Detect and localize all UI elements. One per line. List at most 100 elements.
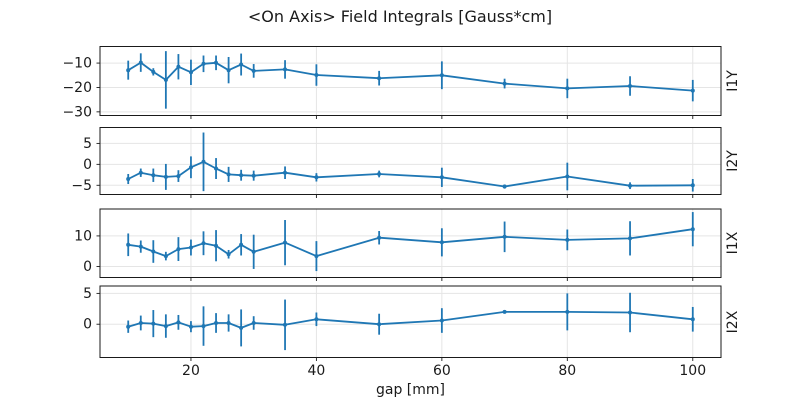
y-tick-label: 0 [83,317,92,333]
data-point [163,254,168,259]
x-tick-label: 100 [679,363,706,379]
data-point [502,184,507,189]
y-tick-label: 10 [74,228,92,244]
data-point [226,172,231,177]
data-line [127,310,694,329]
data-point [163,174,168,179]
data-point [214,166,218,171]
y-tick-label: −30 [62,104,92,120]
data-point [251,68,256,73]
data-point [214,60,218,65]
series-label-i1y: I1Y [725,70,741,92]
data-point [439,240,444,245]
data-line [127,228,694,258]
data-point [214,321,218,325]
axes-frame [99,46,722,116]
data-point [565,237,570,242]
data-point [226,68,231,73]
data-point [377,322,382,327]
x-tick-label: 60 [433,363,451,379]
data-point [226,252,231,257]
x-tick-label: 80 [558,363,576,379]
data-point [439,73,444,78]
data-point [201,61,206,66]
data-point [502,81,507,86]
data-point [239,242,244,247]
data-point [138,170,143,175]
data-point [314,317,319,322]
axes-frame [99,208,722,278]
data-point [628,310,632,315]
data-point [201,159,206,164]
data-point [189,245,193,250]
data-point [138,321,143,325]
y-tick-label: 0 [83,157,92,173]
y-tick-label: −10 [62,56,92,72]
data-point [690,227,695,232]
subplot-i1x: 10 0 [74,208,722,281]
data-point [565,309,570,314]
data-point [226,321,231,325]
data-line [127,160,694,188]
data-point [251,249,256,254]
x-tick-label: 20 [182,363,200,379]
data-point [239,173,244,178]
data-point [690,317,695,322]
data-point [176,320,181,325]
data-line [127,61,694,92]
data-point [239,62,244,67]
data-point [565,86,570,91]
data-point [126,68,131,73]
data-point [283,67,287,72]
data-point [251,173,256,178]
y-tick-label: 0 [83,259,92,275]
data-point [314,175,319,180]
data-point [628,236,632,241]
data-point [201,241,206,246]
data-point [126,324,131,329]
data-point [239,325,244,330]
data-point [151,173,156,178]
data-point [690,183,695,188]
y-tick-label: −20 [62,80,92,96]
series-label-i2y: I2Y [725,150,741,172]
subplot-i1y: −10 −20 −30 [62,46,722,120]
data-point [628,84,632,88]
series-label-i2x: I2X [725,310,741,333]
data-point [283,322,287,327]
data-point [283,170,287,175]
data-point [189,324,193,329]
data-point [377,172,382,176]
data-point [189,70,193,75]
y-tick-label: 5 [83,136,92,152]
data-point [151,321,156,326]
data-point [126,177,131,181]
figure-title: <On Axis> Field Integrals [Gauss*cm] [247,7,553,26]
subplot-i2y: 5 0 −5 [71,127,722,198]
data-point [201,324,206,329]
y-tick-label: 5 [83,286,92,302]
data-point [163,77,168,82]
data-point [138,60,143,65]
data-point [176,64,181,69]
data-point [502,234,507,239]
y-tick-label: −5 [71,178,92,194]
data-point [314,73,319,77]
data-point [163,324,168,329]
data-point [151,69,156,74]
data-point [439,318,444,323]
data-point [189,165,193,170]
data-point [138,244,143,249]
axes-frame [99,127,722,195]
x-axis-label: gap [mm] [375,382,445,398]
data-point [151,249,156,254]
data-point [176,247,181,252]
data-point [214,243,218,248]
data-point [439,175,444,180]
data-point [314,254,319,259]
axes-frame [99,285,722,358]
x-tick-label: 40 [307,363,325,379]
data-point [377,235,382,240]
